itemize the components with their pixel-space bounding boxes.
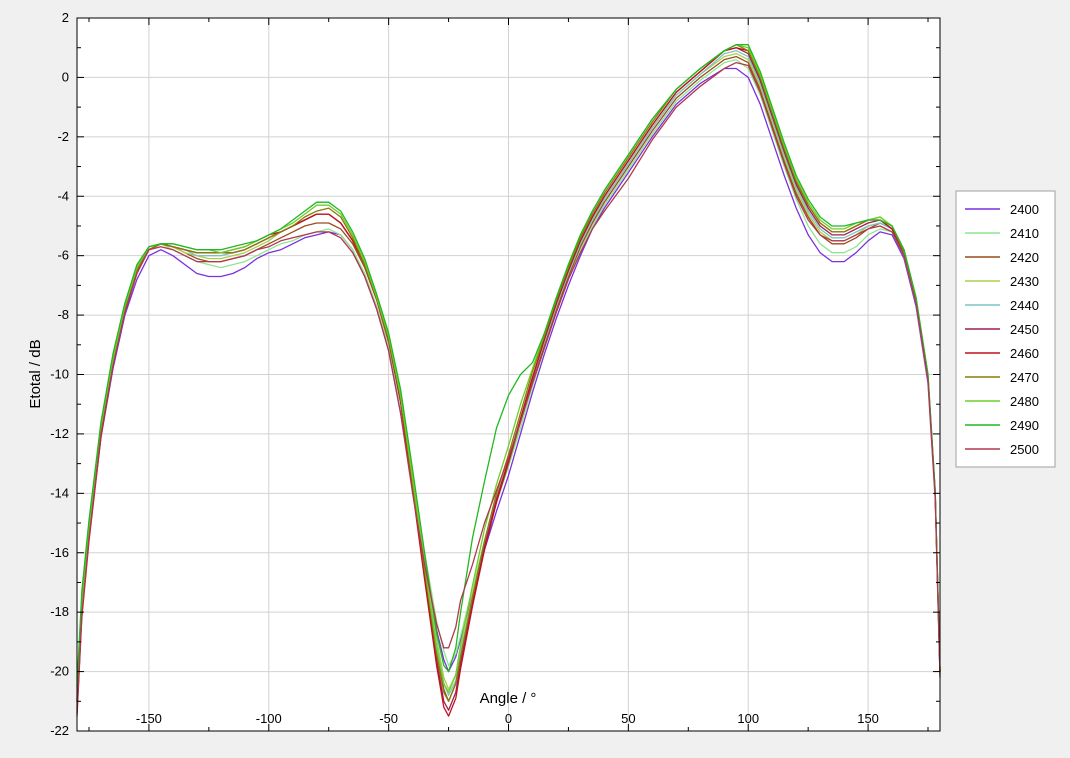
y-tick-label: -16 xyxy=(50,545,69,560)
legend-label-2500: 2500 xyxy=(1010,442,1039,457)
legend-label-2430: 2430 xyxy=(1010,274,1039,289)
legend-label-2470: 2470 xyxy=(1010,370,1039,385)
legend-label-2440: 2440 xyxy=(1010,298,1039,313)
series-line-2500 xyxy=(76,61,941,714)
legend-label-2490: 2490 xyxy=(1010,418,1039,433)
legend: 2400 2410 2420 2430 2440 2450 2460 2470 2480 2490… xyxy=(955,190,1056,468)
legend-label-2480: 2480 xyxy=(1010,394,1039,409)
y-tick-label: -14 xyxy=(50,485,69,500)
y-tick-label: -20 xyxy=(50,664,69,679)
legend-label-2420: 2420 xyxy=(1010,250,1039,265)
legend-label-2450: 2450 xyxy=(1010,322,1039,337)
x-tick-label: -150 xyxy=(136,711,162,726)
x-tick-label: 0 xyxy=(505,711,512,726)
x-tick-label: 150 xyxy=(857,711,879,726)
x-tick-label: -50 xyxy=(379,711,398,726)
y-tick-label: -8 xyxy=(57,307,69,322)
axis-ticks: -150 -100 -50 0 50 100 150-22-20-18-16-14-12-1… xyxy=(50,10,940,738)
x-tick-label: -100 xyxy=(256,711,282,726)
x-tick-label: 100 xyxy=(737,711,759,726)
x-tick-label: 50 xyxy=(621,711,635,726)
y-tick-label: -18 xyxy=(50,604,69,619)
y-tick-label: -10 xyxy=(50,367,69,382)
y-tick-label: -6 xyxy=(57,248,69,263)
series-line-2470 xyxy=(76,44,941,708)
legend-label-2410: 2410 xyxy=(1010,226,1039,241)
series-line-2490 xyxy=(76,44,941,688)
y-axis-label: Etotal / dB xyxy=(27,339,44,408)
legend-label-2460: 2460 xyxy=(1010,346,1039,361)
y-tick-label: -4 xyxy=(57,188,69,203)
y-tick-label: 0 xyxy=(62,69,69,84)
y-tick-label: -2 xyxy=(57,129,69,144)
y-tick-label: 2 xyxy=(62,10,69,25)
x-axis-label: Angle / ° xyxy=(480,690,537,707)
legend-label-2400: 2400 xyxy=(1010,202,1039,217)
y-tick-label: -22 xyxy=(50,723,69,738)
y-tick-label: -12 xyxy=(50,426,69,441)
series-layer xyxy=(76,44,941,717)
